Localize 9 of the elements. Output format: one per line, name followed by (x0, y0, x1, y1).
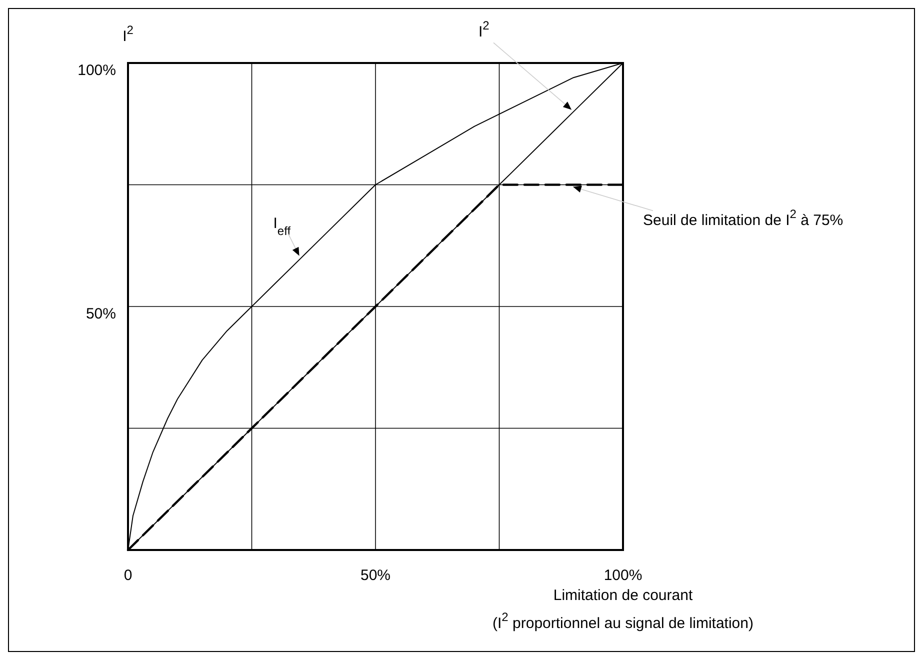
x-tick-label: 50% (360, 567, 391, 584)
text: (I$^{2}$ proportionnel au signal de limitation) (492, 610, 754, 632)
text: I$^{2}$ (478, 18, 490, 41)
y-axis-title: I$^{2}$ (122, 23, 134, 45)
x-tick-label: 100% (604, 567, 642, 584)
x-tick-label: 0 (124, 567, 132, 584)
series-label: I$_{eff}$ (273, 214, 292, 238)
annotation: Seuil de limitation de I$^{2}$ à 75% (643, 206, 844, 229)
x-axis-title: Limitation de courant (553, 587, 694, 604)
